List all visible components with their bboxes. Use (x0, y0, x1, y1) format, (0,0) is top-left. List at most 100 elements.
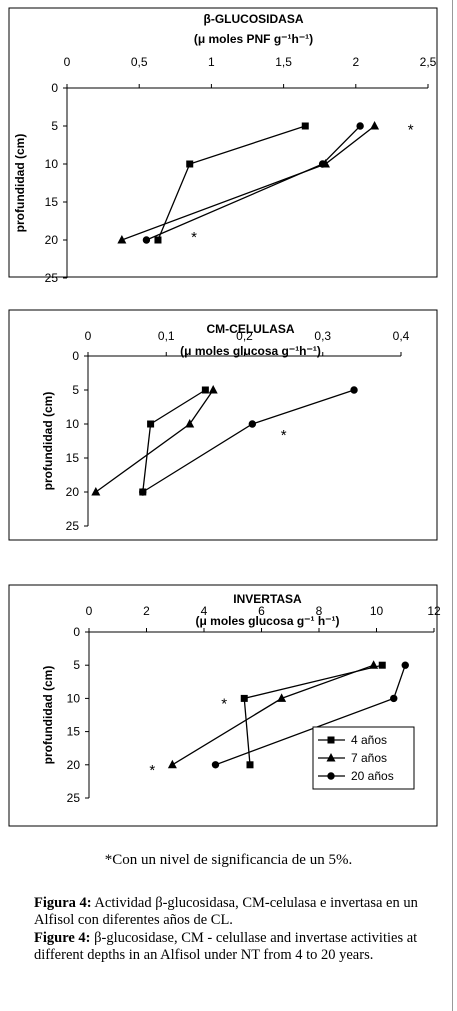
series-circle (139, 386, 358, 496)
chart-panel-3: INVERTASA (μ moles glucosa g⁻¹ h⁻¹) 0 2 4 6 8 1… (8, 584, 441, 827)
y-tick-label: 20 (66, 485, 80, 499)
x-tick-label: 0,4 (393, 329, 410, 343)
y-tick-label: 10 (66, 417, 80, 431)
data-point-square (240, 694, 248, 702)
significance-asterisk: * (281, 427, 287, 444)
series-line (121, 125, 375, 241)
series-square (240, 661, 386, 769)
series-line (157, 125, 306, 241)
y-tick-label: 0 (73, 625, 80, 639)
data-point-triangle (117, 235, 127, 244)
data-point-triangle (185, 419, 195, 428)
chart-panel-2: CM-CELULASA (μ moles glucosa g⁻¹h⁻¹) 0 0,1 0… (8, 309, 438, 541)
y-tick-label: 25 (45, 271, 59, 285)
data-point-triangle (370, 121, 380, 130)
y-tick-label: 10 (67, 691, 81, 705)
chart-subtitle: (μ moles PNF g⁻¹h⁻¹) (194, 32, 313, 46)
x-tick-label: 8 (316, 604, 323, 618)
significance-asterisk: * (408, 121, 414, 138)
legend-label: 7 años (351, 751, 387, 765)
data-point-circle (401, 661, 409, 669)
y-tick-label: 0 (51, 81, 58, 95)
y-tick-label: 15 (66, 451, 80, 465)
x-tick-label: 0,2 (236, 329, 253, 343)
chart-frame (8, 7, 438, 278)
data-point-square (301, 122, 309, 130)
series-circle (142, 122, 364, 244)
x-tick-label: 0 (64, 55, 71, 69)
y-tick-label: 15 (45, 195, 59, 209)
x-tick-label: 0 (86, 604, 93, 618)
y-tick-label: 10 (45, 157, 59, 171)
chart-title: INVERTASA (233, 592, 302, 606)
y-axis-label: profundidad (cm) (41, 666, 55, 765)
data-point-circle (211, 761, 220, 769)
x-tick-label: 10 (370, 604, 384, 618)
x-tick-label: 6 (258, 604, 265, 618)
data-point-square (201, 386, 209, 394)
series-square (139, 386, 209, 496)
legend: 4 años 7 años 20 años (312, 726, 415, 790)
x-tick-label: 0,5 (131, 55, 148, 69)
data-point-triangle (369, 660, 379, 669)
y-tick-label: 25 (67, 791, 81, 805)
x-tick-label: 2 (143, 604, 150, 618)
caption-english-label: Figure 4: (34, 930, 91, 946)
data-point-square (378, 661, 386, 669)
significance-asterisk: * (149, 762, 155, 779)
data-point-square (147, 420, 155, 428)
caption-english: Figure 4: β-glucosidase, CM - celullase … (34, 930, 442, 964)
series-line (95, 389, 214, 493)
chart-subtitle: (μ moles glucosa g⁻¹ h⁻¹) (195, 614, 339, 628)
chart-frame (8, 309, 438, 541)
legend-marker-triangle (326, 753, 336, 762)
caption-spanish-label: Figura 4: (34, 895, 92, 911)
right-edge-rule (452, 0, 453, 1011)
x-tick-label: 4 (201, 604, 208, 618)
caption-spanish-text: Actividad β-glucosidasa, CM-celulasa e i… (34, 895, 418, 928)
legend-label: 20 años (351, 769, 394, 783)
x-tick-label: 0,3 (314, 329, 331, 343)
series-square (154, 122, 309, 244)
data-point-circle (390, 694, 398, 703)
y-axis-label: profundidad (cm) (41, 392, 55, 491)
chart-title: β-GLUCOSIDASA (204, 12, 304, 26)
series-triangle (117, 121, 380, 244)
data-point-circle (350, 386, 358, 394)
legend-marker-square (327, 736, 335, 744)
data-point-square (246, 761, 254, 769)
x-tick-label: 0 (85, 329, 92, 343)
x-tick-label: 1,5 (275, 55, 292, 69)
data-point-triangle (167, 759, 177, 769)
significance-asterisk: * (221, 695, 227, 712)
y-tick-label: 20 (67, 758, 81, 772)
x-tick-label: 1 (208, 55, 215, 69)
chart-frame (8, 584, 438, 827)
y-tick-label: 25 (66, 519, 80, 533)
significance-asterisk: * (191, 229, 197, 246)
data-point-circle (318, 160, 327, 168)
data-point-triangle (91, 487, 101, 496)
data-point-circle (248, 420, 257, 428)
chart-title: CM-CELULASA (207, 322, 295, 336)
y-tick-label: 5 (51, 119, 58, 133)
significance-footnote: *Con un nivel de significancia de un 5%. (104, 852, 353, 868)
chart-panel-1: β-GLUCOSIDASA (μ moles PNF g⁻¹h⁻¹) 0 0,5 1 1,… (8, 7, 438, 285)
data-point-circle (142, 236, 151, 244)
legend-marker-circle (327, 772, 335, 780)
caption-spanish: Figura 4: Actividad β-glucosidasa, CM-ce… (34, 895, 442, 929)
x-tick-label: 2 (352, 55, 359, 69)
series-line (142, 389, 355, 493)
data-point-circle (356, 122, 364, 130)
legend-label: 4 años (351, 733, 387, 747)
y-axis-label: profundidad (cm) (13, 134, 27, 233)
x-tick-label: 2,5 (420, 55, 437, 69)
data-point-triangle (277, 693, 287, 702)
data-point-square (186, 160, 194, 168)
data-point-square (154, 236, 162, 244)
x-tick-label: 0,1 (158, 329, 175, 343)
y-tick-label: 0 (72, 349, 79, 363)
y-tick-label: 5 (72, 383, 79, 397)
series-triangle (91, 385, 218, 496)
